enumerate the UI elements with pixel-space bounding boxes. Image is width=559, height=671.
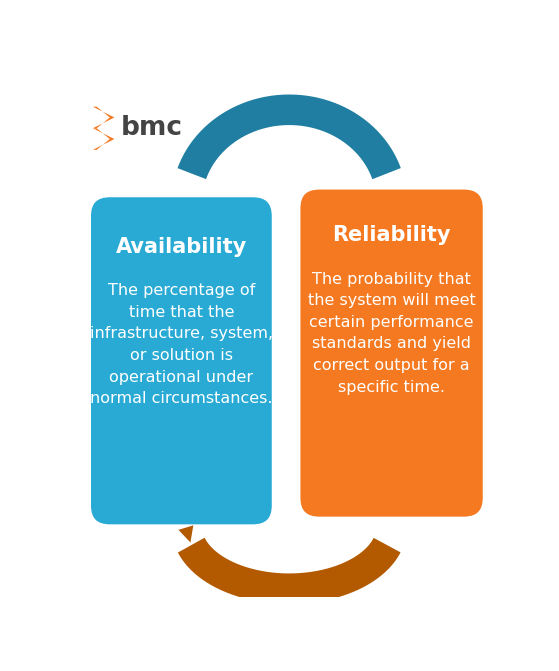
FancyBboxPatch shape xyxy=(88,195,274,527)
FancyBboxPatch shape xyxy=(297,187,486,519)
Text: Availability: Availability xyxy=(116,237,247,257)
Text: bmc: bmc xyxy=(121,115,183,142)
Text: The percentage of
time that the
infrastructure, system,
or solution is
operation: The percentage of time that the infrastr… xyxy=(90,283,273,406)
Text: The probability that
the system will meet
certain performance
standards and yiel: The probability that the system will mee… xyxy=(307,272,476,395)
Text: Reliability: Reliability xyxy=(333,225,451,244)
Polygon shape xyxy=(93,128,115,150)
Polygon shape xyxy=(93,107,115,128)
